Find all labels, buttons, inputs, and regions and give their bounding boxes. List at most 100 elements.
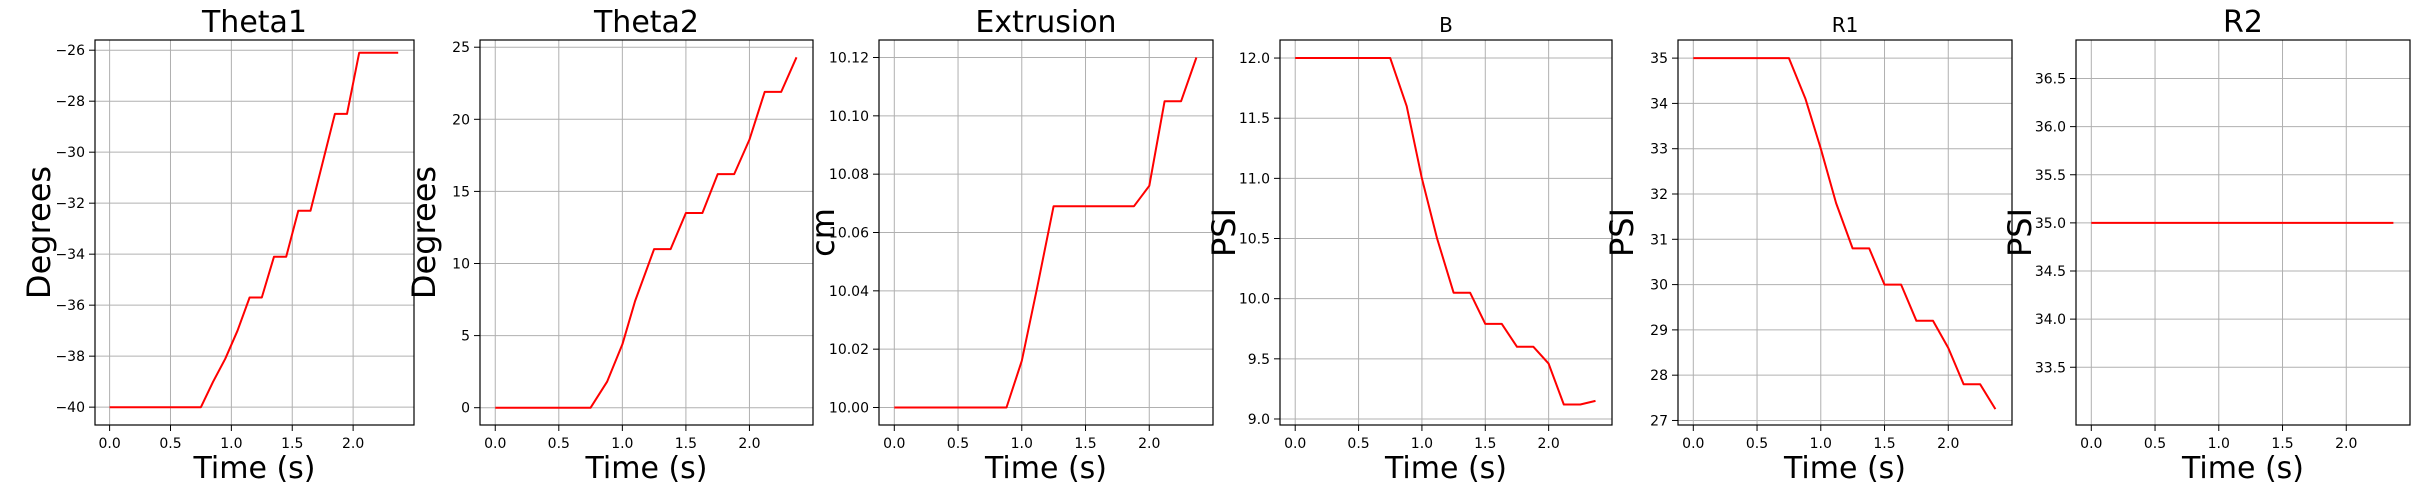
subplot-5: 0.0 0.5 1.0 1.5 2.0 27 28 29 30 31 32 33 34 35 R1 Time … [1603, 13, 2013, 486]
y-tick-label: 9.5 [1248, 352, 1270, 368]
x-tick-label: 1.0 [220, 436, 242, 452]
axes-frame [94, 39, 415, 426]
x-tick-label: 2.0 [2335, 436, 2357, 452]
x-tick-label: 1.0 [2208, 436, 2230, 452]
x-tick-label: 0.0 [98, 436, 120, 452]
y-tick-label: 29 [1650, 323, 1668, 339]
y-tick-label: 11.5 [1239, 111, 1270, 127]
y-tick-label: 33 [1650, 142, 1668, 158]
x-tick-label: 1.5 [675, 436, 697, 452]
x-tick-label: 1.5 [1873, 436, 1895, 452]
x-tick-label: 2.0 [738, 436, 760, 452]
x-tick-label: 1.5 [1474, 436, 1496, 452]
chart-title: R1 [1832, 13, 1859, 37]
y-tick-label: 10.02 [829, 342, 869, 358]
y-tick-label: 35 [1650, 51, 1668, 67]
y-tick-label: 33.5 [2035, 360, 2066, 376]
y-axis-label: PSI [1205, 208, 1243, 257]
y-tick-label: 10.04 [829, 284, 869, 300]
y-tick-label: 30 [1650, 278, 1668, 294]
x-tick-label: 1.0 [1411, 436, 1433, 452]
y-tick-label: 32 [1650, 187, 1668, 203]
x-tick-label: 1.5 [1074, 436, 1096, 452]
y-tick-label: 35.0 [2035, 216, 2066, 232]
y-tick-label: 35.5 [2035, 168, 2066, 184]
axes-frame [2075, 39, 2411, 426]
y-tick-label: 10.08 [829, 167, 869, 183]
y-axis-label: Degrees [20, 166, 58, 299]
y-tick-label: 10.10 [829, 109, 869, 125]
y-tick-label: 11.0 [1239, 171, 1270, 187]
x-axis-label: Time (s) [1384, 451, 1507, 486]
x-tick-label: 1.5 [2271, 436, 2293, 452]
x-axis-label: Time (s) [1783, 451, 1906, 486]
y-tick-label: 9.0 [1248, 412, 1270, 428]
x-tick-label: 2.0 [1138, 436, 1160, 452]
y-tick-label: 10.00 [829, 401, 869, 417]
x-tick-label: 0.5 [1347, 436, 1369, 452]
x-tick-label: 1.0 [611, 436, 633, 452]
subplot-4: 0.0 0.5 1.0 1.5 2.0 9.0 9.5 10.0 10.5 11.0 11.5 12.… [1205, 13, 1613, 486]
x-tick-label: 2.0 [1937, 436, 1959, 452]
x-tick-label: 0.5 [548, 436, 570, 452]
y-tick-label: 25 [452, 40, 470, 56]
y-tick-label: 34.0 [2035, 312, 2066, 328]
y-tick-label: −28 [55, 94, 85, 110]
chart-title: Theta1 [201, 5, 307, 40]
series-line [894, 57, 1198, 409]
series-line [109, 51, 399, 409]
y-axis-label: PSI [1603, 208, 1641, 257]
subplot-3: 0.0 0.5 1.0 1.5 2.0 10.00 10.02 10.04 10.06 10.08… [804, 5, 1214, 486]
y-tick-label: −36 [55, 298, 85, 314]
axes-frame [1677, 39, 2013, 426]
y-tick-label: −32 [55, 196, 85, 212]
x-tick-label: 1.0 [1011, 436, 1033, 452]
x-tick-label: 1.0 [1810, 436, 1832, 452]
chart-title: R2 [2223, 5, 2263, 40]
y-tick-label: 34 [1650, 96, 1668, 112]
y-tick-label: −40 [55, 400, 85, 416]
y-tick-label: 5 [461, 329, 470, 345]
x-tick-label: 0.0 [883, 436, 905, 452]
subplot-1: 0.0 0.5 1.0 1.5 2.0 −40 −38 −36 −34 −32 −30 −28 −26 T… [20, 5, 415, 486]
chart-title: Theta2 [593, 5, 699, 40]
y-axis-label: PSI [2001, 208, 2039, 257]
x-tick-label: 2.0 [342, 436, 364, 452]
x-axis-label: Time (s) [984, 451, 1107, 486]
x-axis-label: Time (s) [585, 451, 708, 486]
subplot-6: 0.0 0.5 1.0 1.5 2.0 33.5 34.0 34.5 35.0 35.5 36.0 3… [2001, 5, 2411, 486]
y-tick-label: 15 [452, 184, 470, 200]
x-tick-label: 0.0 [1284, 436, 1306, 452]
y-tick-label: 12.0 [1239, 51, 1270, 67]
x-tick-label: 0.0 [484, 436, 506, 452]
y-tick-label: 10.5 [1239, 232, 1270, 248]
y-tick-label: 0 [461, 401, 470, 417]
y-tick-label: 27 [1650, 413, 1668, 429]
y-tick-label: 10 [452, 257, 470, 273]
y-tick-label: 10.12 [829, 51, 869, 67]
x-tick-label: 0.5 [1746, 436, 1768, 452]
subplot-2: 0.0 0.5 1.0 1.5 2.0 0 5 10 15 20 25 Theta2 Time (s) D… [405, 5, 814, 486]
y-tick-label: 10.06 [829, 226, 869, 242]
series-line [1295, 57, 1596, 406]
y-tick-label: 31 [1650, 232, 1668, 248]
x-tick-label: 2.0 [1538, 436, 1560, 452]
y-tick-label: 28 [1650, 368, 1668, 384]
y-tick-label: 34.5 [2035, 264, 2066, 280]
x-tick-label: 1.5 [281, 436, 303, 452]
y-axis-label: cm [804, 208, 842, 257]
chart-title: B [1439, 13, 1453, 37]
y-tick-label: −30 [55, 145, 85, 161]
series-line [1693, 57, 1997, 410]
chart-title: Extrusion [975, 5, 1116, 40]
series-line [495, 56, 798, 409]
y-axis-label: Degrees [405, 166, 443, 299]
y-tick-label: −34 [55, 247, 85, 263]
y-tick-label: 20 [452, 112, 470, 128]
x-tick-label: 0.0 [2080, 436, 2102, 452]
y-tick-label: 36.5 [2035, 72, 2066, 88]
x-tick-label: 0.5 [2144, 436, 2166, 452]
axes-frame [1279, 39, 1613, 426]
x-tick-label: 0.5 [947, 436, 969, 452]
